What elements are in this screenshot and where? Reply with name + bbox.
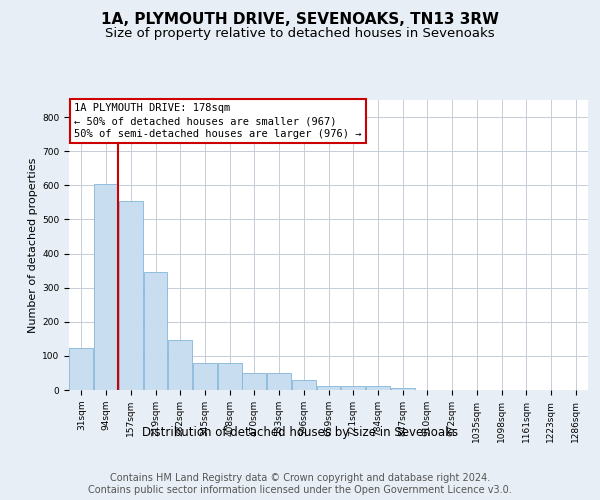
Bar xyxy=(341,386,365,390)
Bar xyxy=(267,372,291,390)
Bar xyxy=(317,386,340,390)
Bar xyxy=(70,348,94,390)
Bar xyxy=(193,364,217,390)
Text: Size of property relative to detached houses in Sevenoaks: Size of property relative to detached ho… xyxy=(105,28,495,40)
Bar xyxy=(168,340,192,390)
Bar xyxy=(119,201,143,390)
Text: 1A, PLYMOUTH DRIVE, SEVENOAKS, TN13 3RW: 1A, PLYMOUTH DRIVE, SEVENOAKS, TN13 3RW xyxy=(101,12,499,28)
Text: Distribution of detached houses by size in Sevenoaks: Distribution of detached houses by size … xyxy=(142,426,458,439)
Bar xyxy=(218,364,242,390)
Bar xyxy=(94,184,118,390)
Bar xyxy=(391,388,415,390)
Bar xyxy=(292,380,316,390)
Text: 1A PLYMOUTH DRIVE: 178sqm
← 50% of detached houses are smaller (967)
50% of semi: 1A PLYMOUTH DRIVE: 178sqm ← 50% of detac… xyxy=(74,103,362,140)
Bar xyxy=(143,272,167,390)
Y-axis label: Number of detached properties: Number of detached properties xyxy=(28,158,38,332)
Bar xyxy=(242,372,266,390)
Text: Contains HM Land Registry data © Crown copyright and database right 2024.
Contai: Contains HM Land Registry data © Crown c… xyxy=(88,474,512,495)
Bar xyxy=(366,386,390,390)
